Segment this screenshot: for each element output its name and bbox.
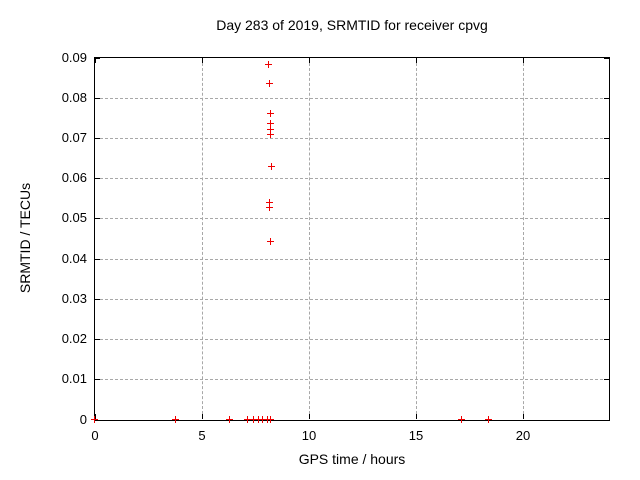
- x-gridline: [416, 58, 417, 419]
- data-point-marker: [485, 416, 493, 423]
- data-point-marker: [172, 416, 180, 423]
- x-tick-label: 15: [408, 428, 424, 443]
- y-tick-label: 0.09: [61, 50, 87, 65]
- y-axis-tick-right: [604, 138, 609, 139]
- y-tick-label: 0.01: [61, 371, 87, 386]
- y-gridline: [95, 178, 608, 179]
- data-point-marker: [265, 203, 273, 211]
- y-tick-label: 0: [79, 412, 87, 427]
- y-gridline: [95, 138, 608, 139]
- data-point-marker: [266, 110, 274, 118]
- y-tick-label: 0.05: [61, 210, 87, 225]
- y-tick-label: 0.03: [61, 291, 87, 306]
- x-gridline: [523, 58, 524, 419]
- data-point-marker: [263, 416, 271, 423]
- y-axis-tick-right: [604, 339, 609, 340]
- x-axis-tick: [416, 414, 417, 419]
- x-tick-label: 5: [198, 428, 206, 443]
- y-axis-tick-right: [604, 299, 609, 300]
- x-axis-tick-top: [309, 58, 310, 63]
- y-axis-tick: [95, 420, 100, 421]
- y-tick-label: 0.04: [61, 251, 87, 266]
- y-axis-tick-right: [604, 259, 609, 260]
- data-point-marker: [250, 416, 258, 423]
- y-axis-tick: [95, 178, 100, 179]
- y-axis-tick: [95, 98, 100, 99]
- data-point-marker: [254, 416, 262, 423]
- y-axis-tick-right: [604, 218, 609, 219]
- data-point-marker: [265, 60, 273, 68]
- x-axis-tick-top: [523, 58, 524, 63]
- y-gridline: [95, 379, 608, 380]
- y-gridline: [95, 339, 608, 340]
- chart-title: Day 283 of 2019, SRMTID for receiver cpv…: [216, 17, 488, 33]
- y-gridline: [95, 218, 608, 219]
- y-axis-tick-right: [604, 178, 609, 179]
- x-gridline: [309, 58, 310, 419]
- y-gridline: [95, 259, 608, 260]
- x-tick-label: 20: [515, 428, 531, 443]
- x-axis-tick-top: [416, 58, 417, 63]
- y-axis-label: SRMTID / TECUs: [17, 182, 33, 294]
- y-axis-tick: [95, 58, 100, 59]
- data-point-marker: [266, 125, 274, 133]
- y-axis-tick: [95, 259, 100, 260]
- y-tick-label: 0.08: [61, 90, 87, 105]
- y-axis-tick-right: [604, 379, 609, 380]
- data-point-marker: [91, 416, 98, 423]
- data-point-marker: [265, 79, 273, 87]
- data-point-marker: [266, 238, 274, 246]
- data-point-marker: [244, 416, 252, 423]
- x-axis-tick-top: [95, 58, 96, 63]
- y-axis-tick-right: [604, 98, 609, 99]
- data-point-marker: [267, 163, 275, 170]
- data-point-marker: [265, 199, 273, 207]
- data-point-marker: [267, 416, 275, 423]
- x-axis-label: GPS time / hours: [298, 451, 406, 467]
- data-point-marker: [266, 130, 274, 138]
- x-tick-label: 10: [301, 428, 317, 443]
- data-point-marker: [259, 416, 267, 423]
- x-axis-tick: [309, 414, 310, 419]
- x-axis-tick: [202, 414, 203, 419]
- y-axis-tick: [95, 218, 100, 219]
- y-gridline: [95, 98, 608, 99]
- x-axis-tick-top: [202, 58, 203, 63]
- y-axis-tick-right: [604, 420, 609, 421]
- y-axis-tick: [95, 339, 100, 340]
- x-axis-tick: [95, 414, 96, 419]
- y-tick-label: 0.07: [61, 130, 87, 145]
- y-gridline: [95, 299, 608, 300]
- x-axis-tick: [523, 414, 524, 419]
- data-point-marker: [458, 416, 466, 423]
- y-axis-tick: [95, 138, 100, 139]
- x-gridline: [202, 58, 203, 419]
- plot-area: [94, 57, 610, 421]
- y-axis-tick-right: [604, 58, 609, 59]
- y-axis-tick: [95, 379, 100, 380]
- y-tick-label: 0.06: [61, 170, 87, 185]
- data-point-marker: [266, 119, 274, 127]
- x-tick-label: 0: [91, 428, 99, 443]
- y-tick-label: 0.02: [61, 331, 87, 346]
- data-point-marker: [225, 416, 233, 423]
- y-axis-tick: [95, 299, 100, 300]
